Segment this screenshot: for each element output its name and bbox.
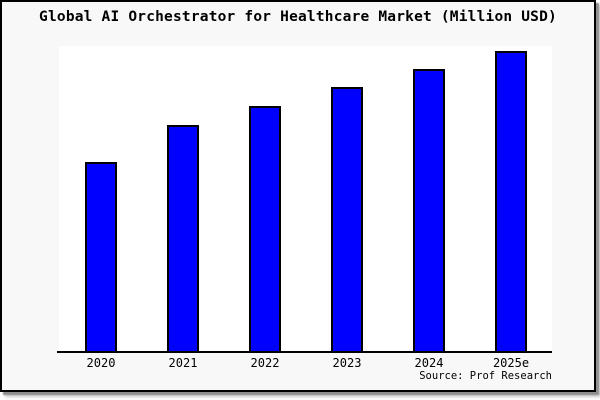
x-axis-tick-labels: 2020 2021 2022 2023 2024 2025e — [59, 356, 552, 370]
tick-label-2024: 2024 — [414, 356, 444, 370]
bar-2022 — [249, 106, 281, 351]
tick-label-2025e: 2025e — [492, 356, 530, 370]
chart-title: Global AI Orchestrator for Healthcare Ma… — [39, 9, 557, 25]
plot-area — [59, 46, 552, 351]
tick-label-2021: 2021 — [168, 356, 198, 370]
tick-label-2023: 2023 — [332, 356, 362, 370]
bar-2021 — [167, 125, 199, 351]
chart-frame: Global AI Orchestrator for Healthcare Ma… — [0, 0, 596, 392]
tick-label-2022: 2022 — [250, 356, 280, 370]
bar-2020 — [85, 162, 117, 351]
tick-label-2020: 2020 — [86, 356, 116, 370]
bar-2024 — [413, 69, 445, 351]
x-axis-line — [57, 351, 552, 353]
bar-2025e — [495, 51, 527, 351]
source-credit: Source: Prof Research — [419, 370, 552, 382]
bar-2023 — [331, 87, 363, 351]
